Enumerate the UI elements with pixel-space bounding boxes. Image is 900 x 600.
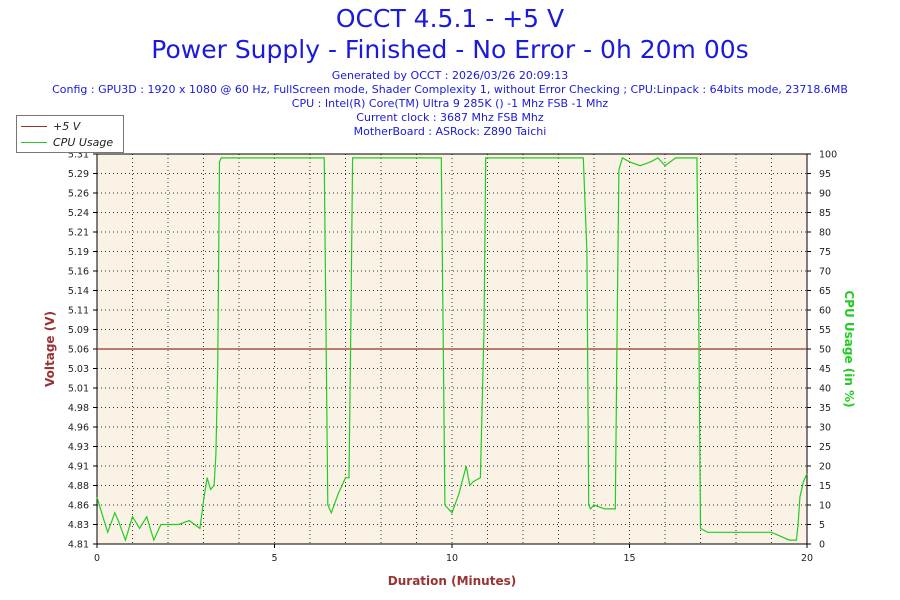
legend-swatch-voltage (21, 125, 47, 127)
chart-subtitle: Power Supply - Finished - No Error - 0h … (151, 35, 749, 64)
y-right-tick-label: 0 (819, 540, 825, 551)
y-left-axis-label: Voltage (V) (43, 311, 57, 387)
legend-label-cpu: CPU Usage (53, 135, 114, 149)
legend: +5 V CPU Usage (16, 115, 124, 153)
y-right-tick-label: 80 (819, 228, 831, 239)
y-right-tick-label: 85 (819, 208, 831, 219)
y-left-tick-label: 5.06 (68, 345, 89, 356)
y-right-tick-label: 100 (819, 150, 837, 161)
y-left-tick-label: 5.31 (68, 150, 89, 161)
y-right-tick-label: 90 (819, 189, 831, 200)
x-tick-label: 0 (94, 553, 100, 564)
y-right-tick-label: 25 (819, 442, 831, 453)
y-left-tick-label: 5.29 (68, 169, 89, 180)
legend-swatch-cpu (21, 141, 47, 143)
y-right-tick-label: 35 (819, 403, 831, 414)
chart-title: OCCT 4.5.1 - +5 V (335, 4, 565, 33)
y-left-tick-label: 5.21 (68, 228, 89, 239)
y-right-tick-label: 50 (819, 345, 831, 356)
y-left-tick-label: 4.93 (68, 442, 89, 453)
y-left-tick-label: 4.96 (68, 423, 89, 434)
y-left-tick-label: 5.03 (68, 364, 89, 375)
legend-item-voltage: +5 V (21, 119, 80, 133)
series-line-cpu (96, 157, 808, 542)
y-left-tick-label: 4.86 (68, 501, 89, 512)
y-right-tick-label: 95 (819, 169, 831, 180)
y-right-tick-label: 20 (819, 462, 831, 473)
y-left-tick-label: 4.88 (68, 481, 89, 492)
motherboard-line: MotherBoard : ASRock: Z890 Taichi (353, 125, 547, 138)
y-right-axis-label: CPU Usage (in %) (842, 290, 856, 407)
y-right-tick-label: 15 (819, 481, 831, 492)
y-left-tick-label: 4.81 (68, 540, 89, 551)
y-left-tick-label: 5.24 (68, 208, 89, 219)
cpu-line: CPU : Intel(R) Core(TM) Ultra 9 285K () … (291, 97, 609, 110)
y-right-tick-label: 65 (819, 286, 831, 297)
x-tick-label: 10 (446, 553, 458, 564)
y-left-tick-label: 4.91 (68, 462, 89, 473)
generated-line: Generated by OCCT : 2026/03/26 20:09:13 (331, 69, 569, 82)
y-left-tick-label: 5.11 (68, 306, 89, 317)
y-left-tick-label: 4.83 (68, 520, 89, 531)
config-line: Config : GPU3D : 1920 x 1080 @ 60 Hz, Fu… (52, 83, 848, 96)
y-left-tick-label: 4.98 (68, 403, 89, 414)
y-right-tick-label: 60 (819, 306, 831, 317)
y-left-tick-label: 5.01 (68, 384, 89, 395)
legend-item-cpu: CPU Usage (21, 135, 113, 149)
y-right-tick-label: 70 (819, 267, 831, 278)
y-right-tick-label: 55 (819, 325, 831, 336)
x-axis-label: Duration (Minutes) (388, 574, 516, 588)
y-right-tick-label: 30 (819, 423, 831, 434)
legend-label-voltage: +5 V (53, 119, 81, 133)
y-left-tick-label: 5.26 (68, 189, 89, 200)
x-tick-label: 15 (623, 553, 635, 564)
y-right-tick-label: 5 (819, 520, 825, 531)
y-left-tick-label: 5.09 (68, 325, 89, 336)
x-tick-label: 20 (801, 553, 813, 564)
y-right-tick-label: 45 (819, 364, 831, 375)
x-tick-label: 5 (271, 553, 277, 564)
clock-line: Current clock : 3687 Mhz FSB Mhz (356, 111, 544, 124)
y-right-tick-label: 10 (819, 501, 831, 512)
y-left-tick-label: 5.16 (68, 267, 89, 278)
y-right-tick-label: 40 (819, 384, 831, 395)
y-left-tick-label: 5.14 (68, 286, 89, 297)
y-left-tick-label: 5.19 (68, 247, 89, 258)
y-right-tick-label: 75 (819, 247, 831, 258)
